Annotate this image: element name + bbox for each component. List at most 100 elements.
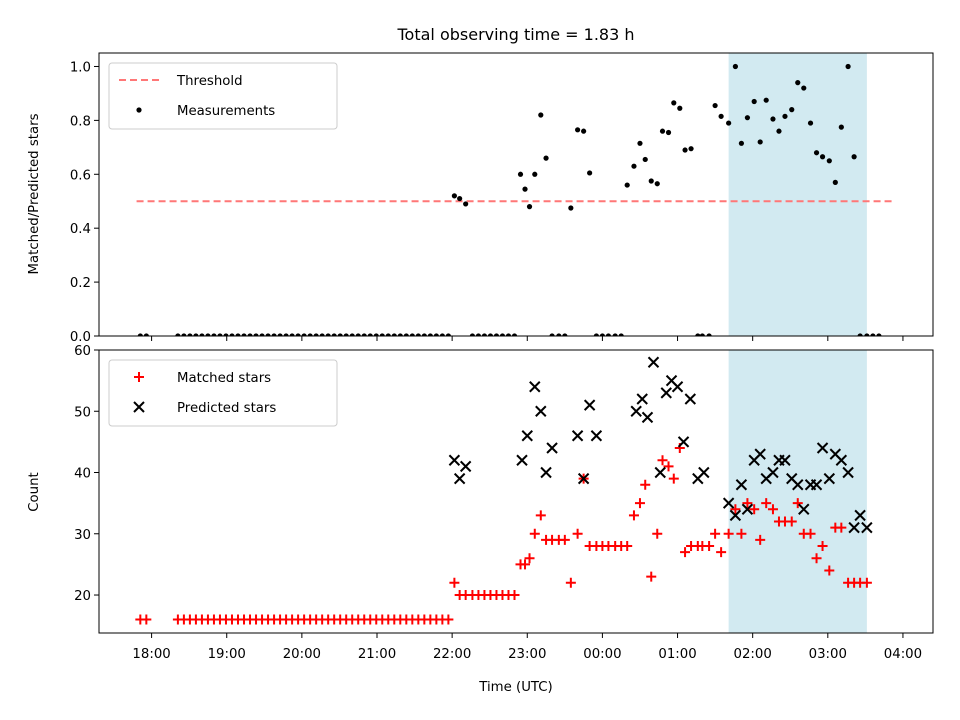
y-axis-label-top: Matched/Predicted stars <box>27 113 42 274</box>
measurement-point <box>819 154 826 160</box>
predicted-star-point <box>546 442 558 454</box>
predicted-star-point <box>636 393 648 405</box>
measurement-point <box>782 113 788 119</box>
predicted-star-point <box>823 472 836 485</box>
count-panel: 20 30 40 50 60 18:00 19:00 20:00 21:00 22:00 23:00… <box>74 344 934 662</box>
matched-star-point <box>646 571 657 582</box>
predicted-star-point <box>848 521 860 534</box>
measurement-point <box>795 80 801 86</box>
measurement-point <box>199 333 205 336</box>
matched-star-point <box>141 614 152 625</box>
measurement-point <box>331 333 337 336</box>
measurement-point <box>247 333 253 336</box>
measurement-point <box>695 333 701 336</box>
measurement-point <box>826 158 832 164</box>
measurement-point <box>307 333 313 336</box>
predicted-star-point <box>698 466 710 479</box>
matched-star-point <box>572 528 583 539</box>
matched-star-point <box>680 547 691 558</box>
matched-star-point <box>786 516 797 527</box>
legend-label: Predicted stars <box>177 401 276 416</box>
x-tick-label: 21:00 <box>358 647 396 662</box>
legend-measurement-swatch <box>136 107 142 113</box>
matched-star-point <box>736 528 747 539</box>
measurement-point <box>870 333 876 336</box>
x-tick-label: 19:00 <box>208 647 246 662</box>
predicted-star-point <box>767 466 779 479</box>
measurement-point <box>665 129 672 136</box>
matched-star-point <box>559 534 570 545</box>
measurement-point <box>319 333 325 336</box>
x-tick-label: 23:00 <box>508 647 546 662</box>
predicted-star-point <box>540 466 552 479</box>
matched-star-point <box>716 547 727 558</box>
measurement-point <box>624 182 630 188</box>
measurement-point <box>543 155 549 161</box>
measurement-point <box>137 333 143 336</box>
measurement-point <box>732 63 738 70</box>
measurement-point <box>493 333 500 336</box>
measurement-point <box>751 98 757 105</box>
measurement-point <box>379 333 385 336</box>
measurement-point <box>391 333 397 336</box>
matched-star-point <box>824 565 835 576</box>
observing-window-span <box>728 350 867 633</box>
matched-star-point <box>668 473 679 484</box>
matched-star-point <box>805 528 816 539</box>
predicted-star-point <box>521 430 533 442</box>
x-tick-label: 18:00 <box>132 647 170 662</box>
measurement-point <box>851 154 857 160</box>
measurement-point <box>738 140 745 146</box>
measurement-point <box>522 186 528 192</box>
measurement-point <box>832 179 838 185</box>
measurement-point <box>301 333 307 336</box>
matched-star-point <box>761 498 772 509</box>
measurement-point <box>271 333 277 336</box>
measurement-point <box>637 140 643 146</box>
predicted-star-point <box>671 381 684 393</box>
observing-window-span <box>728 53 867 336</box>
measurement-point <box>187 333 193 336</box>
predicted-star-point <box>516 454 528 466</box>
measurement-point <box>415 333 421 336</box>
predicted-star-point <box>684 393 697 405</box>
predicted-star-point <box>741 503 754 515</box>
matched-star-point <box>755 534 766 545</box>
measurement-point <box>235 333 241 336</box>
y-tick-label: 0.0 <box>70 330 91 345</box>
measurement-point <box>397 333 403 336</box>
matched-star-point <box>730 504 741 515</box>
chart-title: Total observing time = 1.83 h <box>396 25 634 44</box>
y-tick-label: 0.4 <box>70 222 91 237</box>
predicted-star-point <box>835 454 848 466</box>
measurement-point <box>355 333 361 336</box>
measurement-point <box>241 333 247 336</box>
x-tick-label: 03:00 <box>809 647 847 662</box>
measurement-point <box>642 156 648 163</box>
measurement-point <box>421 333 427 336</box>
measurement-point <box>463 201 469 207</box>
x-tick-label: 20:00 <box>283 647 321 662</box>
measurement-point <box>526 204 533 210</box>
measurement-point <box>499 333 506 336</box>
series-matched-stars <box>135 443 872 625</box>
measurement-point <box>575 127 581 133</box>
matched-star-point <box>742 498 753 509</box>
measurement-point <box>807 120 814 126</box>
predicted-star-point <box>792 479 804 491</box>
x-tick-label: 01:00 <box>658 647 696 662</box>
predicted-star-point <box>529 381 541 393</box>
y-tick-label: 0.6 <box>70 168 91 183</box>
matched-star-point <box>663 461 674 472</box>
predicted-star-point <box>630 405 642 417</box>
series-measurements <box>137 63 882 336</box>
measurement-point <box>605 333 612 336</box>
predicted-star-point <box>729 509 742 522</box>
predicted-star-point <box>590 430 603 442</box>
legend-label: Measurements <box>177 104 275 119</box>
measurement-point <box>505 333 512 336</box>
ratio-panel: 0.0 0.2 0.4 0.6 0.8 1.0 Threshold Measurements <box>70 52 934 345</box>
measurement-point <box>562 333 568 336</box>
measurement-point <box>763 97 769 103</box>
measurement-point <box>283 333 289 336</box>
